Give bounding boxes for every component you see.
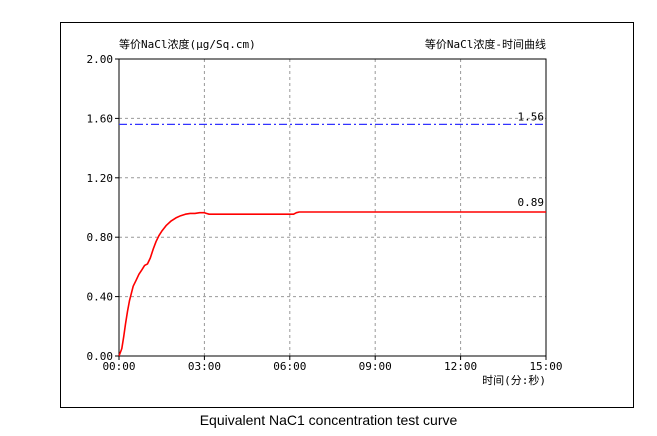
end-value-label: 0.89	[518, 196, 545, 209]
y-axis-label: 等价NaCl浓度(μg/Sq.cm)	[119, 37, 256, 51]
y-tick-label: 0.80	[87, 231, 114, 244]
x-tick-label: 09:00	[359, 360, 392, 373]
tick-labels: 00:00 03:00 06:00 09:00 12:00 15:00 0.00 0.40 0.…	[87, 53, 563, 373]
x-tick-label: 06:00	[273, 360, 306, 373]
y-tick-label: 2.00	[87, 53, 114, 66]
threshold-group: 1.56	[119, 110, 546, 125]
grid-lines	[119, 59, 546, 356]
plot-border	[118, 58, 547, 357]
y-tick-label: 1.60	[87, 112, 114, 125]
figure-caption: Equivalent NaC1 concentration test curve	[199, 412, 458, 428]
y-tick-label: 1.20	[87, 172, 114, 185]
x-tick-label: 12:00	[444, 360, 477, 373]
series-line	[118, 211, 546, 357]
y-tick-label: 0.00	[87, 350, 114, 363]
x-tick-label: 15:00	[529, 360, 562, 373]
x-axis-label: 时间(分:秒)	[482, 373, 546, 387]
series-group: 0.89	[118, 196, 546, 357]
chart-title: 等价NaCl浓度-时间曲线	[425, 37, 546, 51]
y-tick-label: 0.40	[87, 291, 114, 304]
threshold-label: 1.56	[518, 110, 545, 123]
x-tick-label: 03:00	[188, 360, 221, 373]
chart-frame	[60, 22, 634, 408]
x-tick-label: 00:00	[102, 360, 135, 373]
